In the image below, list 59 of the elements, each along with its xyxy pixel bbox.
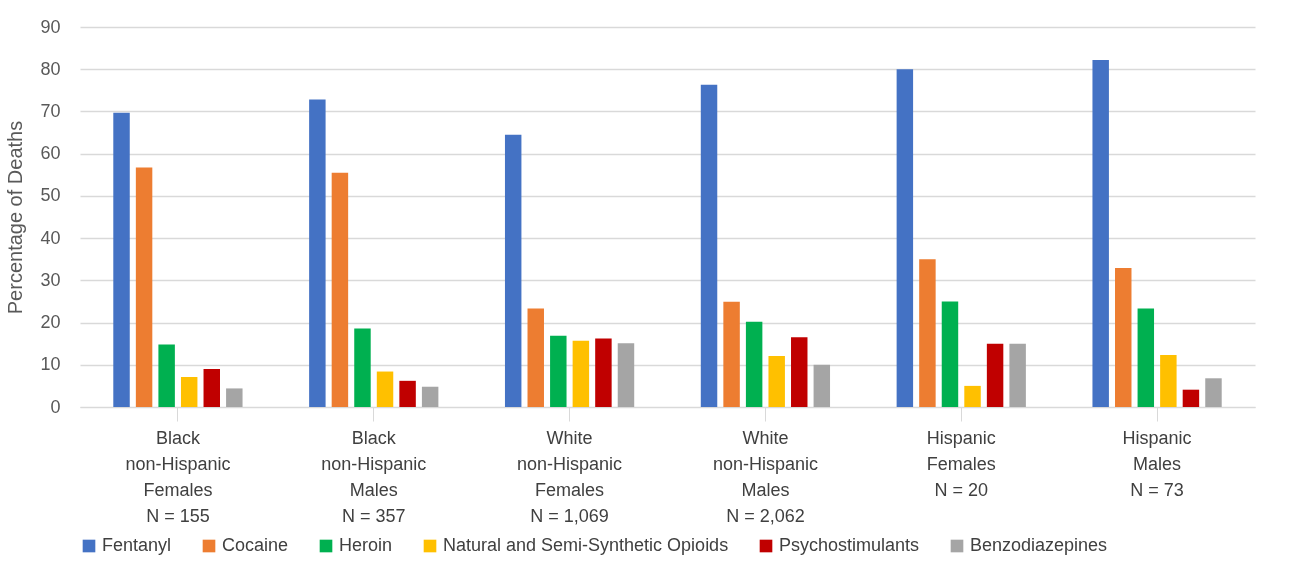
legend-label: Benzodiazepines [970, 535, 1108, 555]
y-tick-label: 10 [40, 354, 61, 375]
bar [700, 84, 718, 407]
bar [158, 344, 175, 407]
bar [1115, 268, 1132, 407]
bar [791, 337, 808, 407]
bar [135, 167, 153, 407]
y-tick-label: 90 [40, 16, 61, 37]
bar [1205, 378, 1222, 407]
x-tick-label: White non-Hispanic Females N = 1,069 [517, 427, 623, 526]
x-tick-label: Hispanic Males N = 73 [1122, 427, 1192, 500]
bar [309, 99, 326, 407]
bar [1160, 355, 1177, 407]
x-tick-label: Black non-Hispanic Females N = 155 [125, 427, 231, 526]
bar [964, 385, 981, 407]
bar [550, 335, 567, 407]
x-tick-label: Hispanic Females N = 20 [926, 427, 996, 500]
y-tick-label: 70 [40, 100, 61, 121]
bar [595, 338, 612, 407]
bar [376, 371, 394, 407]
bar [617, 343, 635, 407]
y-tick-label: 40 [40, 227, 61, 248]
bar [919, 259, 936, 407]
bar [813, 364, 831, 407]
bar [723, 301, 740, 407]
bar [572, 340, 590, 407]
bar [113, 112, 130, 407]
bar [1137, 308, 1155, 407]
bar [180, 377, 198, 407]
bar [896, 69, 914, 407]
legend-label: Heroin [339, 535, 393, 555]
bar [527, 308, 544, 407]
y-tick-label: 80 [40, 58, 61, 79]
y-tick-label: 0 [50, 396, 61, 417]
legend-label: Fentanyl [102, 535, 172, 555]
x-tick-label: Black non-Hispanic Males N = 357 [321, 427, 427, 526]
y-tick-label: 60 [40, 143, 61, 164]
x-tick-label: White non-Hispanic Males N = 2,062 [712, 427, 818, 526]
bar [354, 328, 371, 407]
legend-label: Cocaine [222, 535, 289, 555]
y-axis-title: Percentage of Deaths [4, 120, 27, 315]
legend-label: Psychostimulants [779, 535, 920, 555]
bar [768, 355, 785, 407]
legend-label: Natural and Semi-Synthetic Opioids [443, 535, 729, 555]
bar [399, 380, 416, 407]
bar [331, 172, 349, 407]
bar [203, 369, 220, 407]
bar [1182, 389, 1200, 407]
bar [504, 134, 522, 407]
bar [226, 388, 243, 407]
bar [941, 301, 959, 407]
bar [745, 321, 763, 407]
bar [1009, 343, 1026, 407]
y-tick-label: 30 [40, 269, 61, 290]
bar [986, 343, 1004, 407]
bar [421, 386, 439, 407]
bar [1092, 59, 1109, 407]
y-tick-label: 50 [40, 185, 61, 206]
y-tick-label: 20 [40, 312, 61, 333]
